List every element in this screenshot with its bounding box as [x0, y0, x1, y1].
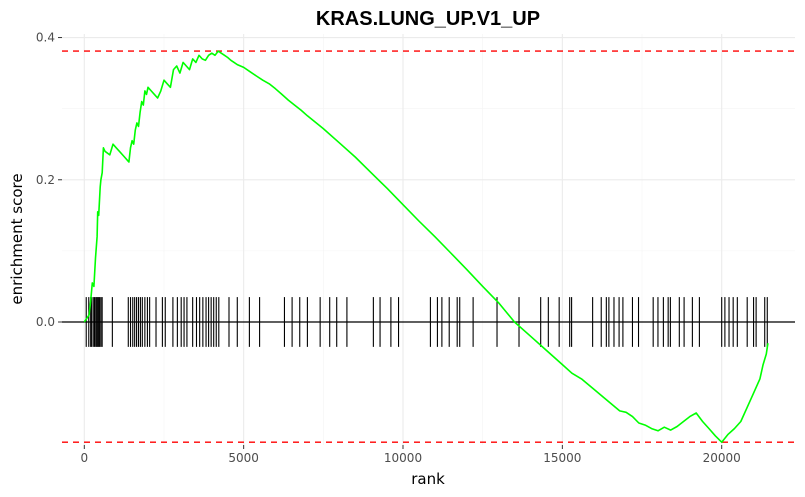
x-tick-label: 10000 — [384, 451, 422, 465]
chart-title: KRAS.LUNG_UP.V1_UP — [316, 8, 540, 30]
y-tick-label: 0.4 — [36, 31, 55, 45]
x-axis-label: rank — [411, 470, 445, 488]
curve-group — [83, 50, 769, 444]
axes: 0 5000 10000 15000 20000 0.0 0.2 0.4 — [36, 31, 741, 465]
x-tick-label: 0 — [80, 451, 88, 465]
enrichment-curve — [83, 50, 769, 444]
y-tick-label: 0.2 — [36, 173, 55, 187]
x-tick-label: 20000 — [703, 451, 741, 465]
x-tick-label: 5000 — [228, 451, 259, 465]
x-tick-label: 15000 — [543, 451, 581, 465]
reference-lines — [62, 50, 795, 443]
y-axis-label: enrichment score — [8, 173, 26, 304]
hit-ticks — [85, 297, 768, 347]
y-tick-label: 0.0 — [36, 315, 55, 329]
